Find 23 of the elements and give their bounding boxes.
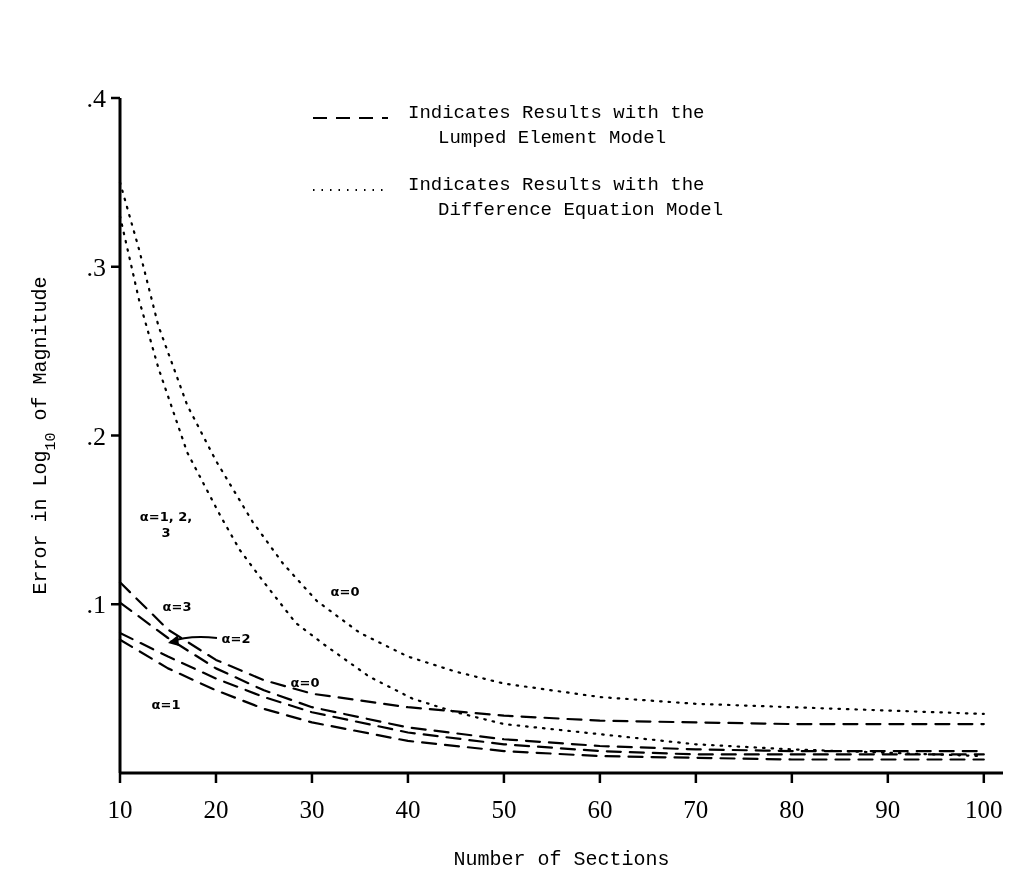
x-tick-label: 20 <box>203 796 229 823</box>
x-tick-label: 80 <box>779 796 805 823</box>
annotation: α=1 <box>151 696 181 712</box>
annotation: α=0 <box>290 674 320 690</box>
y-tick-label: .4 <box>86 84 106 114</box>
x-tick-label: 50 <box>491 796 517 823</box>
y-tick-label: .1 <box>86 590 106 620</box>
annotation: α=3 <box>162 598 192 614</box>
legend-label: Indicates Results with the Difference Equation Model <box>408 174 724 221</box>
x-tick-label: 100 <box>965 796 1003 823</box>
x-tick-label: 60 <box>587 796 613 823</box>
x-tick-label: 10 <box>107 796 133 823</box>
x-tick-label: 70 <box>683 796 709 823</box>
annotation: α=0 <box>330 583 360 599</box>
x-axis-title: Number of Sections <box>453 848 670 871</box>
y-tick-label: .2 <box>86 421 106 451</box>
legend-label: Indicates Results with the Lumped Element Model <box>408 102 705 149</box>
x-tick-label: 40 <box>395 796 421 823</box>
annotation: α=2 <box>221 630 251 646</box>
y-tick-label: .3 <box>86 252 106 282</box>
x-tick-label: 90 <box>875 796 901 823</box>
x-tick-label: 30 <box>299 796 325 823</box>
annotation: α=1, 2, 3 <box>139 508 193 541</box>
